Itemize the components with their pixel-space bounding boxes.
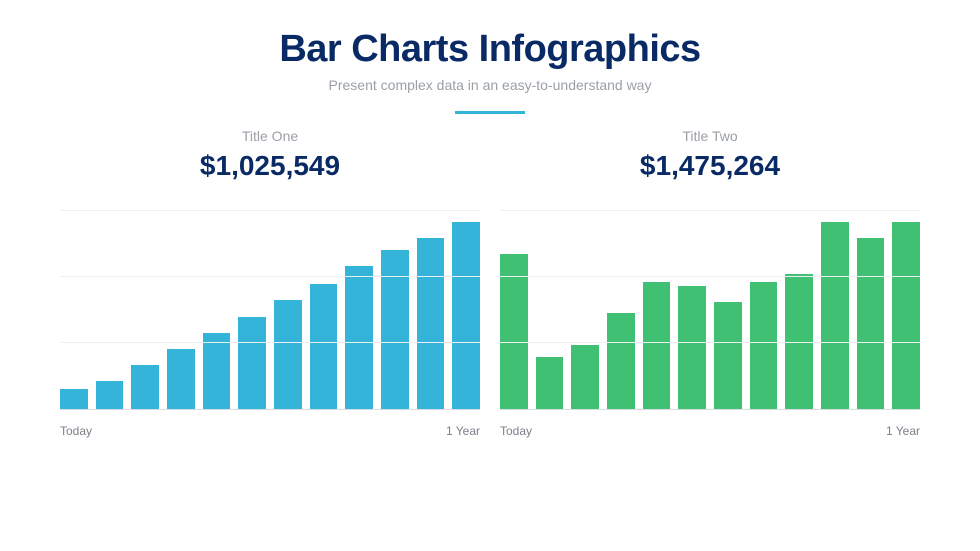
bar <box>643 282 671 409</box>
bar <box>203 333 231 409</box>
chart-two-xleft: Today <box>500 424 532 438</box>
chart-two-axis: Today 1 Year <box>500 424 920 438</box>
bar <box>345 266 373 409</box>
bar <box>310 284 338 409</box>
page-subtitle: Present complex data in an easy-to-under… <box>0 77 980 93</box>
chart-one-bars <box>60 210 480 410</box>
chart-two-value: $1,475,264 <box>500 150 920 182</box>
bar <box>857 238 885 409</box>
gridline <box>500 210 920 211</box>
bar <box>131 365 159 409</box>
bar <box>892 222 920 409</box>
gridline <box>60 342 480 343</box>
chart-one-title: Title One <box>60 128 480 144</box>
bar <box>678 286 706 409</box>
gridline <box>500 342 920 343</box>
bar <box>274 300 302 409</box>
bar <box>96 381 124 409</box>
bar <box>500 254 528 409</box>
slide-container: Bar Charts Infographics Present complex … <box>0 0 980 438</box>
bar <box>60 389 88 409</box>
chart-two-bars <box>500 210 920 410</box>
page-title: Bar Charts Infographics <box>0 28 980 71</box>
bar <box>167 349 195 409</box>
chart-one: Title One $1,025,549 Today 1 Year <box>60 128 480 438</box>
gridline <box>500 276 920 277</box>
bar <box>714 302 742 409</box>
bar <box>238 317 266 409</box>
bar <box>821 222 849 409</box>
bar <box>381 250 409 409</box>
bar <box>571 345 599 409</box>
chart-one-value: $1,025,549 <box>60 150 480 182</box>
bar <box>417 238 445 409</box>
chart-two-area <box>500 210 920 410</box>
title-divider <box>455 111 525 114</box>
chart-two-xright: 1 Year <box>886 424 920 438</box>
bar <box>452 222 480 409</box>
bar <box>536 357 564 409</box>
gridline <box>60 210 480 211</box>
chart-one-area <box>60 210 480 410</box>
bar <box>750 282 778 409</box>
bar <box>607 313 635 409</box>
charts-row: Title One $1,025,549 Today 1 Year Title … <box>0 128 980 438</box>
chart-two-title: Title Two <box>500 128 920 144</box>
gridline <box>60 276 480 277</box>
chart-two: Title Two $1,475,264 Today 1 Year <box>500 128 920 438</box>
chart-one-axis: Today 1 Year <box>60 424 480 438</box>
chart-one-xleft: Today <box>60 424 92 438</box>
chart-one-xright: 1 Year <box>446 424 480 438</box>
